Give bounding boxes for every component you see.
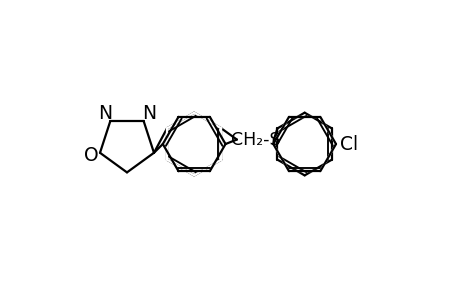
Text: Cl: Cl [339,134,357,154]
Text: CH₂-S: CH₂-S [230,130,280,148]
Text: N: N [98,104,112,123]
Text: O: O [84,146,99,165]
Text: N: N [141,104,156,123]
